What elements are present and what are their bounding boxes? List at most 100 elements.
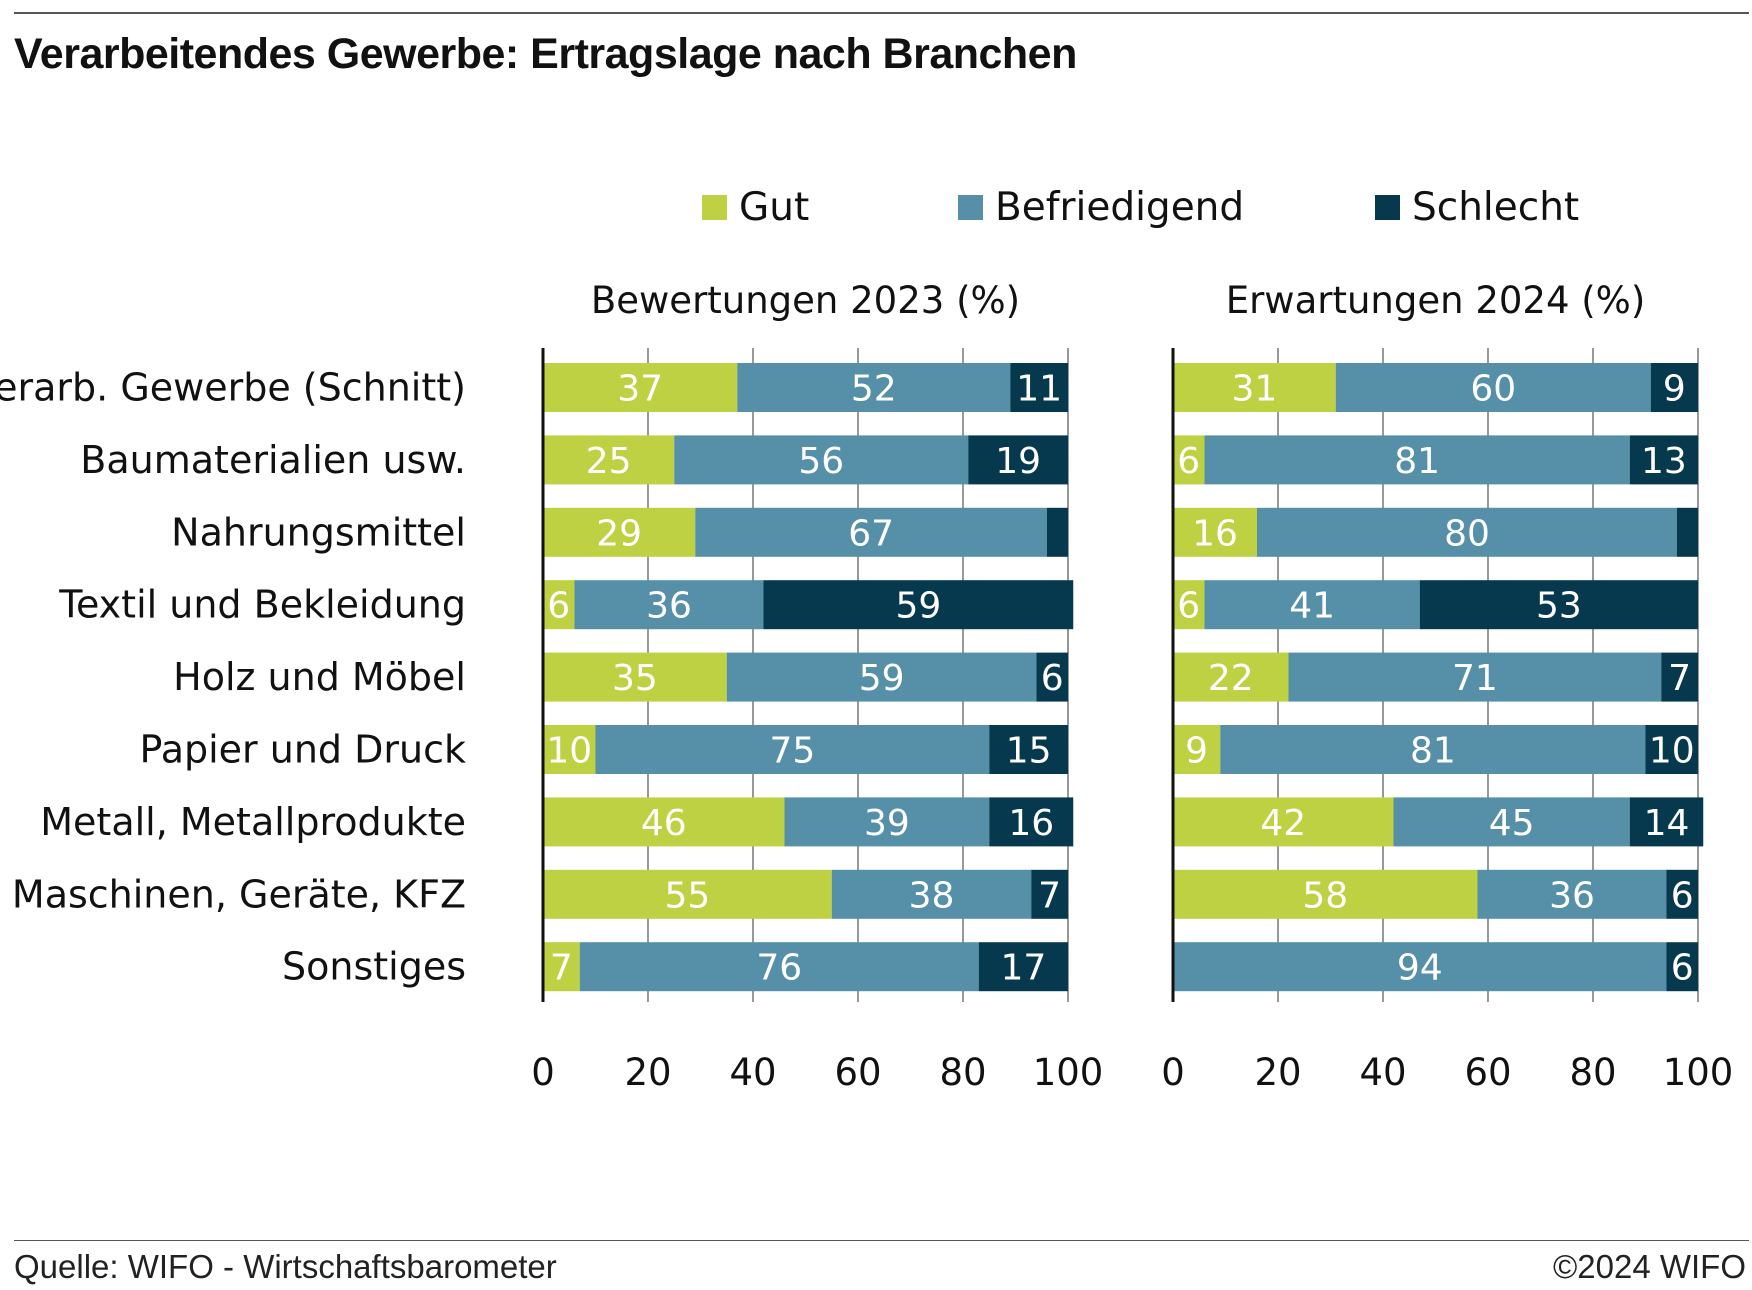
- bar-segment-gut: [543, 869, 832, 919]
- source-note: Quelle: WIFO - Wirtschaftsbarometer: [14, 1248, 557, 1285]
- bar-segment-schlecht: [1036, 652, 1068, 702]
- x-tick-label: 80: [1569, 1051, 1616, 1094]
- bar-segment-gut: [543, 942, 580, 992]
- data-label: 25: [586, 441, 632, 482]
- bar-segment-schlecht: [763, 580, 1074, 630]
- bar-segment-gut: [543, 507, 696, 557]
- bar-segment-befriedigend: [695, 507, 1047, 557]
- data-label: 53: [1536, 586, 1582, 627]
- data-label: 36: [1549, 875, 1595, 916]
- bar-segment-schlecht: [989, 725, 1068, 774]
- bar-segment-schlecht: [1666, 942, 1698, 992]
- category-label: Metall, Metallprodukte: [40, 800, 466, 844]
- category-label: Verarb. Gewerbe (Schnitt): [0, 366, 466, 410]
- bar-segment-gut: [543, 363, 738, 412]
- bar-segment-schlecht: [1645, 725, 1698, 774]
- category-label: Baumaterialien usw.: [80, 438, 466, 482]
- x-tick-label: 100: [1663, 1051, 1734, 1094]
- legend-label: Befriedigend: [995, 185, 1244, 230]
- x-tick-label: 40: [729, 1051, 776, 1094]
- data-label: 58: [1302, 875, 1348, 916]
- category-label: Nahrungsmittel: [171, 510, 466, 554]
- bar-segment-gut: [543, 652, 727, 702]
- data-label: 6: [1041, 658, 1064, 699]
- panel-title: Bewertungen 2023 (%): [591, 279, 1020, 322]
- bar-segment-schlecht: [1419, 580, 1698, 630]
- data-label: 15: [1006, 731, 1052, 772]
- data-label: 52: [851, 369, 897, 410]
- data-label: 38: [909, 875, 955, 916]
- legend-swatch: [702, 195, 727, 220]
- bar-segment-gut: [1173, 580, 1205, 630]
- data-label: 13: [1641, 441, 1687, 482]
- data-label: 94: [1397, 948, 1443, 989]
- legend-swatch: [1375, 195, 1400, 220]
- category-label: Papier und Druck: [140, 728, 467, 772]
- data-label: 56: [798, 441, 844, 482]
- bar-segment-befriedigend: [595, 725, 990, 774]
- data-label: 7: [1668, 658, 1691, 699]
- data-label: 39: [864, 803, 910, 844]
- data-label: 31: [1231, 369, 1277, 410]
- bar-segment-schlecht: [989, 797, 1074, 847]
- bar-segment-gut: [543, 580, 575, 630]
- page-title: Verarbeitendes Gewerbe: Ertragslage nach…: [14, 30, 1077, 78]
- data-label: 36: [646, 586, 692, 627]
- bar-segment-schlecht: [1010, 363, 1068, 412]
- bar-segment-gut: [1173, 869, 1478, 919]
- data-label: 6: [1671, 875, 1694, 916]
- category-label: Textil und Bekleidung: [58, 583, 466, 627]
- data-label: 46: [641, 803, 687, 844]
- x-tick-label: 80: [939, 1051, 986, 1094]
- bar-segment-schlecht: [1031, 869, 1068, 919]
- bar-segment-gut: [1173, 507, 1257, 557]
- legend-swatch: [958, 195, 983, 220]
- category-label: Maschinen, Geräte, KFZ: [12, 872, 466, 916]
- x-tick-label: 100: [1033, 1051, 1104, 1094]
- data-label: 42: [1260, 803, 1306, 844]
- data-label: 59: [895, 586, 941, 627]
- data-label: 7: [550, 948, 573, 989]
- data-label: 10: [546, 731, 592, 772]
- bar-segment-schlecht: [1629, 435, 1698, 485]
- bar-segment-befriedigend: [784, 797, 990, 847]
- bar-segment-befriedigend: [674, 435, 969, 485]
- data-label: 11: [1016, 369, 1062, 410]
- data-label: 29: [596, 513, 642, 554]
- legend-label: Schlecht: [1412, 185, 1579, 230]
- category-label: Holz und Möbel: [173, 655, 466, 699]
- data-label: 55: [664, 875, 710, 916]
- data-label: 16: [1008, 803, 1054, 844]
- bar-segment-befriedigend: [1393, 797, 1630, 847]
- x-tick-label: 40: [1359, 1051, 1406, 1094]
- data-label: 16: [1192, 513, 1238, 554]
- x-tick-label: 60: [834, 1051, 881, 1094]
- data-label: 67: [848, 513, 894, 554]
- x-tick-label: 20: [1254, 1051, 1301, 1094]
- x-tick-label: 60: [1464, 1051, 1511, 1094]
- data-label: 80: [1444, 513, 1490, 554]
- bar-segment-schlecht: [1661, 652, 1698, 702]
- bar-segment-befriedigend: [1288, 652, 1662, 702]
- bar-segment-befriedigend: [1335, 363, 1651, 412]
- bar-segment-befriedigend: [1173, 942, 1667, 992]
- data-label: 14: [1644, 803, 1690, 844]
- bar-segment-schlecht: [968, 435, 1068, 485]
- data-label: 41: [1289, 586, 1335, 627]
- data-label: 37: [617, 369, 663, 410]
- copyright-note: ©2024 WIFO: [1552, 1248, 1746, 1285]
- data-label: 22: [1208, 658, 1254, 699]
- x-tick-label: 0: [1161, 1051, 1185, 1094]
- bar-segment-gut: [1173, 435, 1205, 485]
- bar-segment-schlecht: [1047, 507, 1068, 557]
- x-tick-label: 20: [624, 1051, 671, 1094]
- bar-segment-schlecht: [1629, 797, 1704, 847]
- bar-segment-befriedigend: [726, 652, 1037, 702]
- data-label: 19: [995, 441, 1041, 482]
- bar-segment-befriedigend: [831, 869, 1032, 919]
- legend-label: Gut: [739, 185, 809, 230]
- x-tick-label: 0: [531, 1051, 555, 1094]
- data-label: 9: [1185, 731, 1208, 772]
- data-label: 6: [1177, 586, 1200, 627]
- data-label: 71: [1452, 658, 1498, 699]
